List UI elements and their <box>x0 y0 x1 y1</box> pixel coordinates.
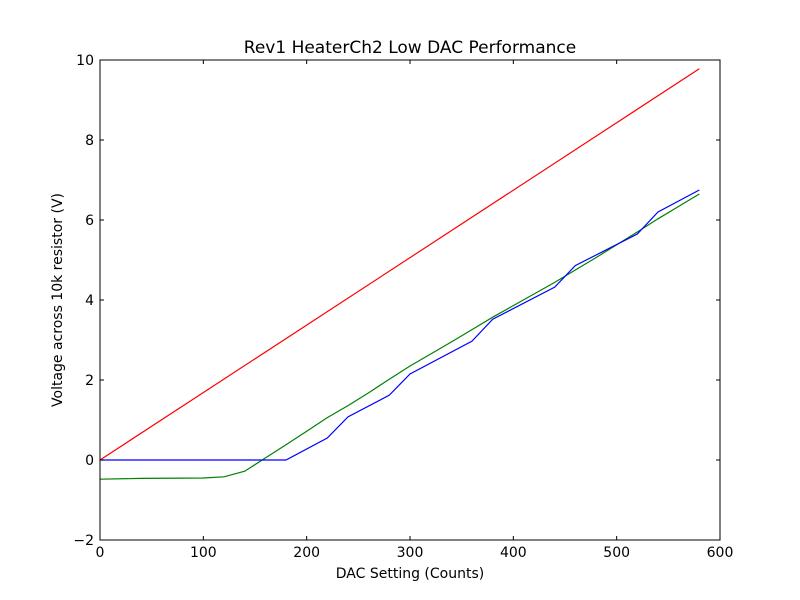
y-tick-label: 2 <box>85 373 94 389</box>
series-line-2 <box>100 189 700 461</box>
y-tick-label: 4 <box>85 293 94 309</box>
y-tick-label: 10 <box>76 53 94 69</box>
y-tick-label: −2 <box>73 533 94 549</box>
series-line-0 <box>99 68 700 461</box>
y-tick-label: 8 <box>85 133 94 149</box>
x-tick-label: 200 <box>293 545 320 561</box>
x-tick-label: 300 <box>397 545 424 561</box>
x-tick-label: 500 <box>603 545 630 561</box>
y-axis-label: Voltage across 10k resistor (V) <box>50 193 66 407</box>
x-tick-label: 0 <box>96 545 105 561</box>
chart-title: Rev1 HeaterCh2 Low DAC Performance <box>244 38 576 58</box>
x-tick-label: 400 <box>500 545 527 561</box>
y-tick-label: 0 <box>85 453 94 469</box>
x-tick-label: 100 <box>190 545 217 561</box>
x-tick-label: 600 <box>707 545 734 561</box>
plot-frame <box>99 59 721 541</box>
series-line-1 <box>99 193 700 480</box>
series-layer <box>99 68 700 480</box>
y-tick-label: 6 <box>85 213 94 229</box>
x-axis-label: DAC Setting (Counts) <box>336 566 484 582</box>
